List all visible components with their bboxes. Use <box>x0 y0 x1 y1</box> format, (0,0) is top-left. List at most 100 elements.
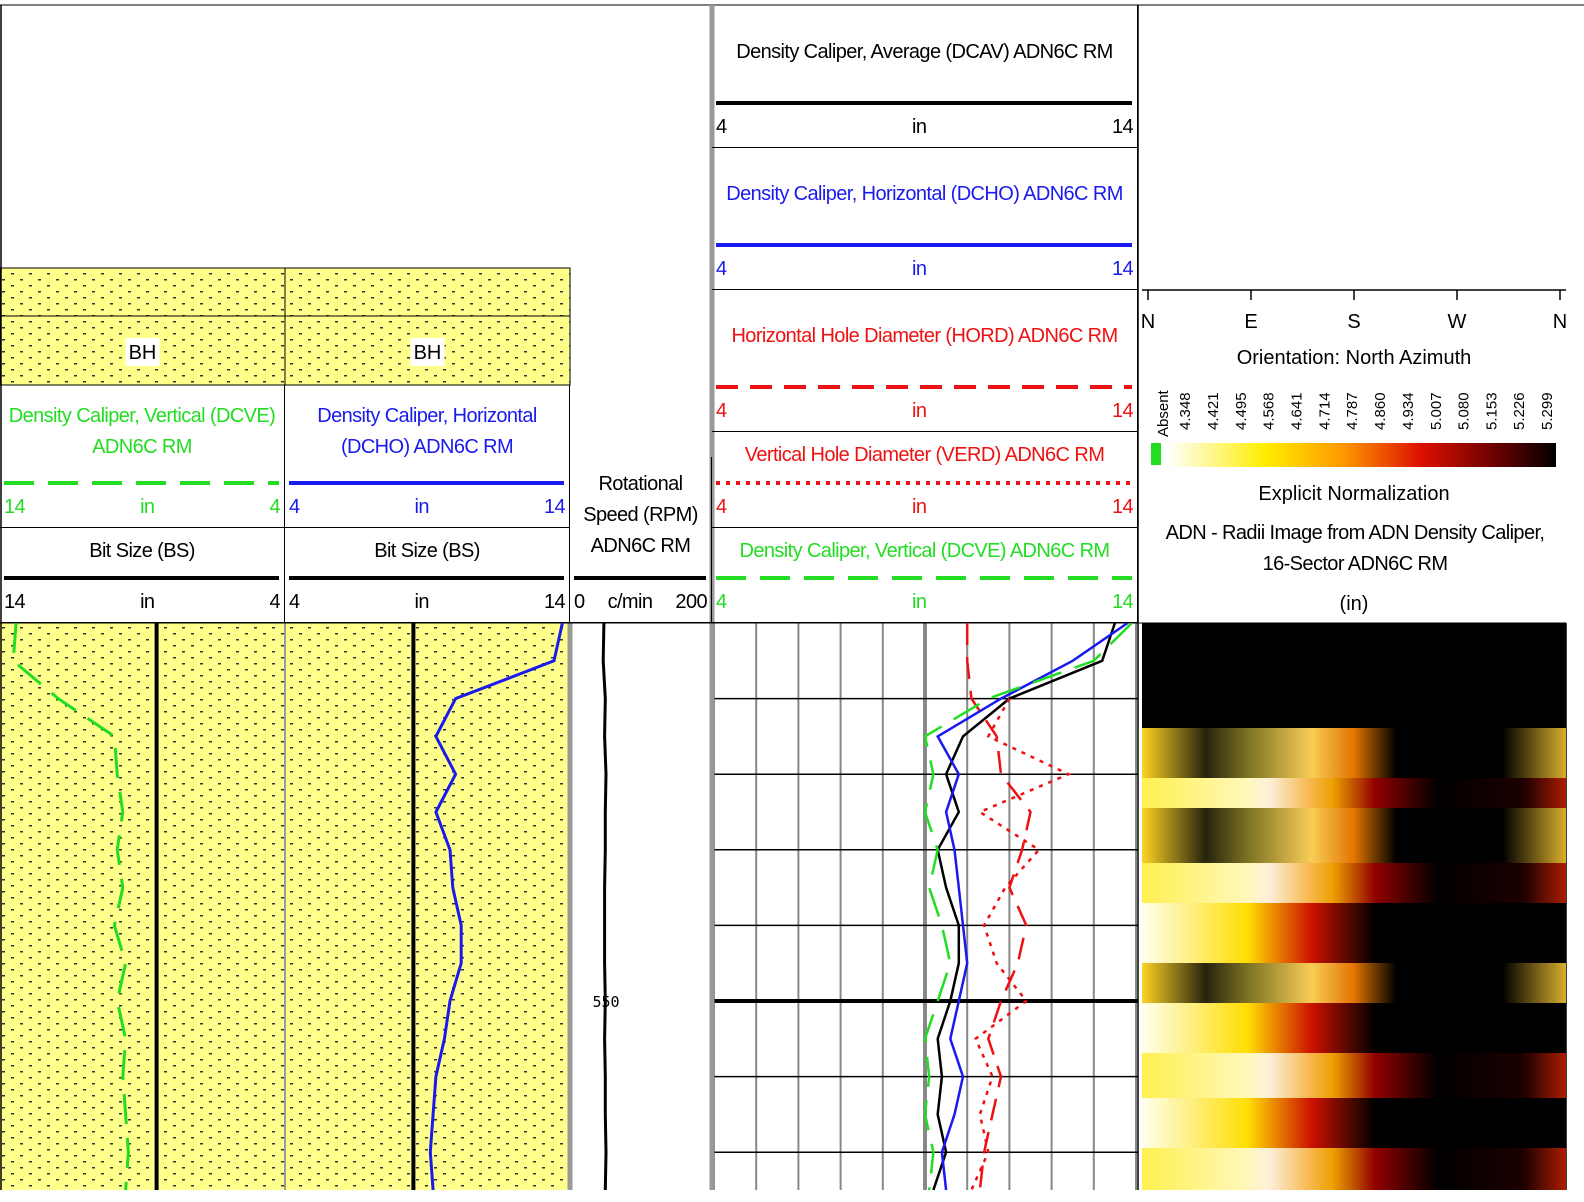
scale-left: 4 <box>289 496 300 519</box>
curve-header: Density Caliper, Vertical (DCVE) ADN6C R… <box>712 528 1138 623</box>
scale-row: 4 in 14 <box>716 582 1133 622</box>
absent-label: Absent <box>1155 389 1172 437</box>
image-band <box>1142 623 1566 728</box>
image-name: ADN - Radii Image from ADN Density Calip… <box>1150 518 1560 580</box>
compass-label: N <box>1141 311 1155 333</box>
orientation: Orientation: North Azimuth <box>1237 347 1472 369</box>
scale-left: 4 <box>716 116 727 139</box>
log-curve <box>603 623 606 1190</box>
curve-name: Bit Size (BS) <box>289 528 565 574</box>
scale-row: 4 in 14 <box>716 249 1133 289</box>
lithology-fill <box>285 623 570 1190</box>
color-scale-label: 4.421 <box>1205 392 1222 430</box>
image-band <box>1142 1148 1566 1190</box>
scale-unit: in <box>912 591 926 614</box>
curve-header: Density Caliper, Horizontal (DCHO) ADN6C… <box>712 148 1138 290</box>
scale-row: 4 in 14 <box>289 582 565 622</box>
image-band <box>1142 963 1566 1003</box>
curve-legend-line <box>716 99 1132 107</box>
scale-unit: in <box>140 591 154 614</box>
lithology-header <box>0 268 285 385</box>
scale-unit: in <box>912 116 926 139</box>
compass-label: E <box>1244 311 1257 333</box>
scale-row: 4 in 14 <box>716 107 1133 147</box>
scale-unit: in <box>912 400 926 423</box>
lithology-header <box>285 268 570 385</box>
normalization: Explicit Normalization <box>1258 483 1449 505</box>
scale-right: 4 <box>269 496 280 519</box>
scale-left: 4 <box>716 591 727 614</box>
scale-unit: in <box>912 496 926 519</box>
scale-left: 4 <box>289 591 300 614</box>
color-scale-label: 5.299 <box>1539 392 1556 430</box>
curve-legend-line <box>289 479 564 487</box>
scale-unit: in <box>912 258 926 281</box>
image-band <box>1142 1098 1566 1148</box>
scale-right: 14 <box>1112 400 1133 423</box>
scale-left: 4 <box>716 400 727 423</box>
curve-legend-line <box>716 479 1132 487</box>
scale-row: 14 in 4 <box>4 582 280 622</box>
scale-right: 14 <box>1112 591 1133 614</box>
curve-name: Density Caliper, Horizontal (DCHO) ADN6C… <box>716 148 1133 241</box>
image-band <box>1142 1053 1566 1098</box>
scale-left: 14 <box>4 496 25 519</box>
scale-left: 4 <box>716 496 727 519</box>
curve-legend-line <box>574 574 706 582</box>
color-scale-label: 4.348 <box>1177 392 1194 430</box>
page: BHBH550NESWNOrientation: North AzimuthAb… <box>0 0 1584 1202</box>
curve-name: Bit Size (BS) <box>4 528 280 574</box>
compass-label: N <box>1553 311 1567 333</box>
log-curve <box>971 699 1068 1190</box>
curve-header: Horizontal Hole Diameter (HORD) ADN6C RM… <box>712 290 1138 432</box>
scale-unit: c/min <box>608 591 653 614</box>
image-band <box>1142 728 1566 778</box>
image-band <box>1142 903 1566 963</box>
color-scale-label: 4.787 <box>1344 392 1361 430</box>
color-scale-label: 4.641 <box>1289 392 1306 430</box>
scale-right: 4 <box>269 591 280 614</box>
curve-legend-line <box>289 574 564 582</box>
compass-label: W <box>1448 311 1467 333</box>
scale-right: 14 <box>1112 258 1133 281</box>
curve-header: Bit Size (BS) 14 in 4 <box>0 528 285 623</box>
scale-left: 14 <box>4 591 25 614</box>
scale-unit: in <box>415 496 429 519</box>
scale-right: 14 <box>1112 116 1133 139</box>
color-bar <box>1168 443 1556 467</box>
curve-header: Vertical Hole Diameter (VERD) ADN6C RM 4 i… <box>712 432 1138 528</box>
curve-header: Bit Size (BS) 4 in 14 <box>285 528 570 623</box>
curve-name: Density Caliper, Vertical (DCVE) ADN6C R… <box>4 385 280 479</box>
curve-header: Density Caliper, Average (DCAV) ADN6C RM… <box>712 5 1138 148</box>
color-scale-label: 5.007 <box>1428 392 1445 430</box>
fill-label: BH <box>129 342 157 364</box>
lithology-fill <box>0 623 285 1190</box>
curve-legend-line <box>716 383 1132 391</box>
scale-right: 14 <box>544 591 565 614</box>
compass-label: S <box>1347 311 1360 333</box>
absent-swatch <box>1151 443 1161 465</box>
color-scale-label: 4.714 <box>1316 392 1333 430</box>
log-curve <box>938 623 1128 1190</box>
image-band <box>1142 778 1566 808</box>
curve-name: Vertical Hole Diameter (VERD) ADN6C RM <box>716 432 1133 479</box>
image-band <box>1142 863 1566 903</box>
color-scale-label: 5.153 <box>1483 392 1500 430</box>
image-band <box>1142 1003 1566 1053</box>
curve-name: Density Caliper, Average (DCAV) ADN6C RM <box>716 5 1133 99</box>
curve-name: Density Caliper, Vertical (DCVE) ADN6C R… <box>716 528 1133 574</box>
scale-row: 4 in 14 <box>716 391 1133 431</box>
scale-left: 4 <box>716 258 727 281</box>
curve-header: Density Caliper, Vertical (DCVE) ADN6C R… <box>0 385 285 528</box>
image-unit: (in) <box>1340 593 1369 615</box>
color-scale-label: 5.226 <box>1511 392 1528 430</box>
scale-unit: in <box>415 591 429 614</box>
curve-name: Rotational Speed (RPM) ADN6C RM <box>574 457 707 574</box>
image-band <box>1142 808 1566 863</box>
curve-header: Density Caliper, Horizontal (DCHO) ADN6C… <box>285 385 570 528</box>
curve-legend-line <box>716 241 1132 249</box>
